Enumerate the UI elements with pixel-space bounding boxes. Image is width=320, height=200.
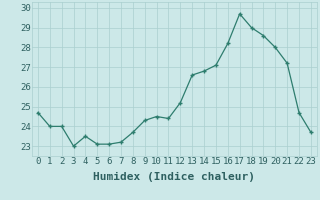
- X-axis label: Humidex (Indice chaleur): Humidex (Indice chaleur): [93, 172, 255, 182]
